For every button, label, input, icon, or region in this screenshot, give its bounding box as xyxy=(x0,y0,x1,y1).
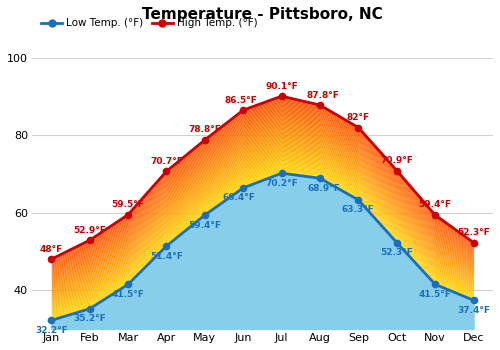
Text: 59.4°F: 59.4°F xyxy=(188,220,222,230)
Text: 68.9°F: 68.9°F xyxy=(308,184,340,193)
Text: 52.3°F: 52.3°F xyxy=(380,248,413,257)
Text: 59.5°F: 59.5°F xyxy=(112,200,144,209)
Text: 82°F: 82°F xyxy=(347,113,370,122)
Text: 86.5°F: 86.5°F xyxy=(224,96,257,105)
Text: 87.8°F: 87.8°F xyxy=(306,91,339,99)
Text: 35.2°F: 35.2°F xyxy=(74,314,106,323)
Text: 70.9°F: 70.9°F xyxy=(380,156,413,165)
Text: 66.4°F: 66.4°F xyxy=(222,194,256,203)
Text: 59.4°F: 59.4°F xyxy=(418,201,452,210)
Text: 51.4°F: 51.4°F xyxy=(150,252,183,261)
Legend: Low Temp. (°F), High Temp. (°F): Low Temp. (°F), High Temp. (°F) xyxy=(38,14,262,33)
Text: 41.5°F: 41.5°F xyxy=(112,290,144,299)
Text: 37.4°F: 37.4°F xyxy=(457,306,490,315)
Text: 78.8°F: 78.8°F xyxy=(188,125,222,134)
Text: 70.7°F: 70.7°F xyxy=(150,157,183,166)
Text: 90.1°F: 90.1°F xyxy=(265,82,298,91)
Text: 70.2°F: 70.2°F xyxy=(265,179,298,188)
Text: 52.9°F: 52.9°F xyxy=(73,226,106,234)
Title: Temperature - Pittsboro, NC: Temperature - Pittsboro, NC xyxy=(142,7,383,22)
Text: 41.5°F: 41.5°F xyxy=(418,290,452,299)
Text: 32.2°F: 32.2°F xyxy=(35,326,68,335)
Text: 63.3°F: 63.3°F xyxy=(342,205,374,215)
Text: 52.3°F: 52.3°F xyxy=(457,228,490,237)
Text: 48°F: 48°F xyxy=(40,245,63,254)
